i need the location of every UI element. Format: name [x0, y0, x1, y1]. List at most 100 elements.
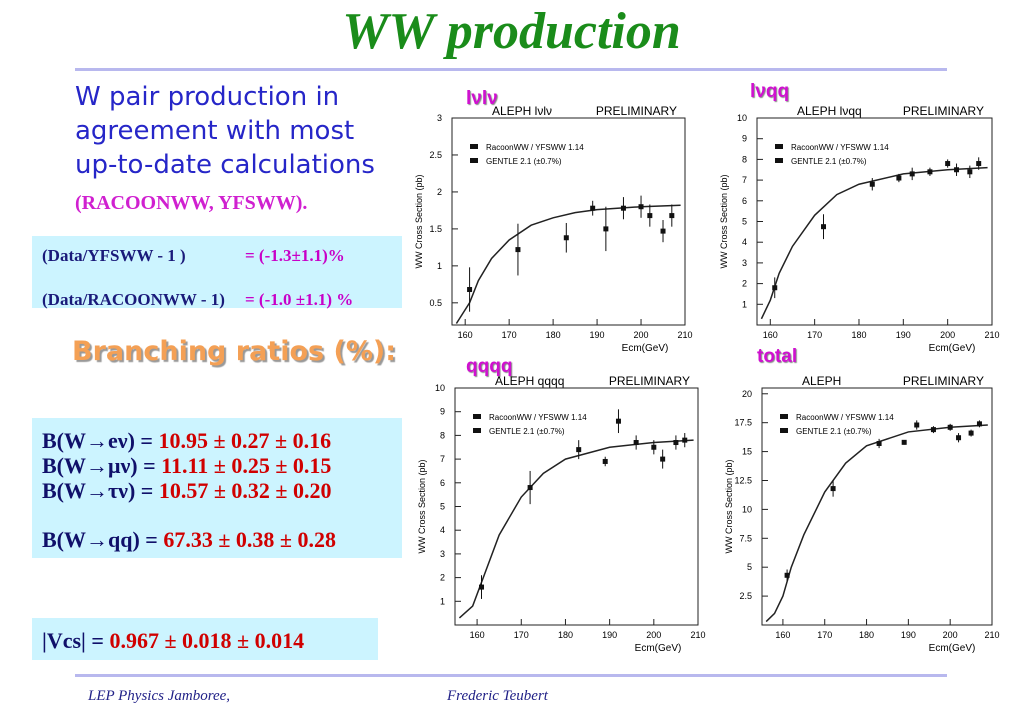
- y-tick-label: 2: [440, 573, 445, 583]
- data-point: [669, 213, 675, 219]
- data-point: [976, 421, 982, 427]
- x-tick-label: 200: [943, 630, 958, 640]
- y-tick-label: 20: [742, 389, 752, 399]
- x-tick-label: 200: [646, 630, 661, 640]
- plot-title: ALEPH lνlν: [492, 104, 552, 118]
- y-tick-label: 5: [742, 217, 747, 227]
- br-label: B(W→τν) =: [42, 478, 159, 503]
- x-tick-label: 210: [677, 330, 692, 340]
- y-tick-label: 5: [747, 562, 752, 572]
- y-tick-label: 15: [742, 447, 752, 457]
- data-point: [909, 171, 915, 177]
- ratio-box: [32, 236, 402, 308]
- x-tick-label: 160: [470, 630, 485, 640]
- y-axis-label: WW Cross Section (pb): [719, 174, 729, 268]
- data-point: [901, 439, 907, 445]
- legend-label: RacoonWW / YFSWW 1.14: [796, 413, 894, 422]
- x-tick-label: 190: [602, 630, 617, 640]
- x-tick-label: 180: [558, 630, 573, 640]
- data-point: [830, 486, 836, 492]
- legend-swatch: [470, 144, 478, 149]
- y-tick-label: 8: [742, 154, 747, 164]
- refs-text: (RACOONWW, YFSWW).: [75, 192, 308, 214]
- legend-swatch: [780, 428, 788, 433]
- data-point: [821, 224, 827, 230]
- x-tick-label: 160: [458, 330, 473, 340]
- ratio-value: = (-1.0 ±1.1) %: [245, 290, 354, 309]
- legend-label: GENTLE 2.1 (±0.7%): [486, 157, 562, 166]
- y-tick-label: 9: [440, 407, 445, 417]
- legend-swatch: [470, 158, 478, 163]
- data-point: [633, 440, 639, 446]
- vcs-label: |Vcs| =: [42, 628, 110, 653]
- x-tick-label: 190: [590, 330, 605, 340]
- intro-line: up-to-date calculations: [75, 150, 375, 180]
- x-tick-label: 200: [634, 330, 649, 340]
- legend-label: GENTLE 2.1 (±0.7%): [796, 427, 872, 436]
- plot-title: ALEPH: [802, 374, 841, 388]
- branching-box: [32, 418, 402, 558]
- data-point: [479, 584, 485, 590]
- x-tick-label: 170: [514, 630, 529, 640]
- ratio-label: (Data/YFSWW - 1 ): [42, 246, 186, 265]
- footer-right: Frederic Teubert: [447, 688, 548, 704]
- x-tick-label: 160: [775, 630, 790, 640]
- data-point: [467, 287, 473, 293]
- chart-tag: lνlν: [466, 88, 498, 109]
- legend-swatch: [780, 414, 788, 419]
- br-label: B(W→eν) =: [42, 428, 159, 453]
- plot-frame: [761, 387, 993, 626]
- plot-subtitle: PRELIMINARY: [596, 104, 677, 118]
- data-point: [772, 285, 778, 291]
- data-point: [869, 181, 875, 187]
- data-point: [515, 247, 521, 253]
- x-axis-label: Ecm(GeV): [635, 643, 682, 654]
- intro-line: agreement with most: [75, 116, 355, 146]
- data-point: [615, 418, 621, 424]
- y-tick-label: 4: [742, 237, 747, 247]
- x-tick-label: 170: [502, 330, 517, 340]
- plot-frame: [451, 117, 686, 326]
- divider: [75, 68, 947, 71]
- y-tick-label: 10: [742, 504, 752, 514]
- data-point: [590, 205, 596, 211]
- y-axis-label: WW Cross Section (pb): [417, 459, 427, 553]
- data-point: [976, 161, 982, 167]
- y-tick-label: 9: [742, 134, 747, 144]
- data-point: [563, 235, 569, 241]
- br-value: 10.57 ± 0.32 ± 0.20: [158, 478, 332, 503]
- x-tick-label: 190: [901, 630, 916, 640]
- chart-tag: qqqq: [466, 356, 512, 377]
- theory-curve: [765, 424, 988, 623]
- data-point: [673, 440, 679, 446]
- x-tick-label: 210: [984, 330, 999, 340]
- y-tick-label: 7.5: [739, 533, 752, 543]
- y-tick-label: 1: [440, 596, 445, 606]
- y-tick-label: 1: [437, 261, 442, 271]
- x-axis-label: Ecm(GeV): [929, 343, 976, 354]
- plot-title: ALEPH qqqq: [495, 374, 564, 388]
- y-tick-label: 2.5: [429, 150, 442, 160]
- data-point: [620, 205, 626, 211]
- y-tick-label: 3: [437, 113, 442, 123]
- br-value: 10.95 ± 0.27 ± 0.16: [158, 428, 332, 453]
- br-label: B(W→qq) =: [42, 527, 164, 552]
- data-point: [682, 437, 688, 443]
- y-tick-label: 0.5: [429, 298, 442, 308]
- ratio-value: = (-1.3±1.1)%: [245, 246, 345, 265]
- data-point: [956, 435, 962, 441]
- data-point: [947, 424, 953, 430]
- plot-subtitle: PRELIMINARY: [609, 374, 690, 388]
- y-tick-label: 1.5: [429, 224, 442, 234]
- legend-label: GENTLE 2.1 (±0.7%): [489, 427, 565, 436]
- y-tick-label: 5: [440, 502, 445, 512]
- data-point: [651, 444, 657, 450]
- footer-left: LEP Physics Jamboree,: [88, 688, 231, 704]
- x-tick-label: 170: [817, 630, 832, 640]
- br-value: 67.33 ± 0.38 ± 0.28: [163, 527, 336, 552]
- y-tick-label: 3: [742, 258, 747, 268]
- legend-label: RacoonWW / YFSWW 1.14: [486, 143, 584, 152]
- data-point: [660, 228, 666, 234]
